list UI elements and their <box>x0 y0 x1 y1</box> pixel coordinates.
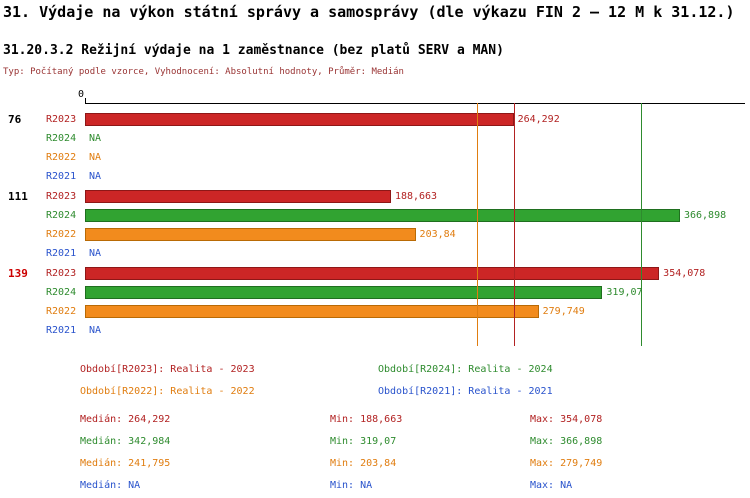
year-label: R2022 <box>46 152 77 163</box>
median-line-r2022 <box>477 103 479 346</box>
median-line-r2023 <box>513 103 515 346</box>
year-label: R2024 <box>46 133 77 144</box>
stat-median-r2021: Medián: NA <box>80 480 141 491</box>
bar <box>85 267 660 280</box>
bar <box>85 113 514 126</box>
stats-panel: Medián: 264,292 Min: 188,663 Max: 354,078 M… <box>0 414 750 494</box>
axis-origin-tick <box>85 98 86 103</box>
year-label: R2022 <box>46 306 77 317</box>
stat-median-r2022: Medián: 241,795 <box>80 458 171 469</box>
stat-max-r2021: Max: NA <box>530 480 573 491</box>
bar <box>85 209 680 222</box>
bar <box>85 228 416 241</box>
page-title: 31. Výdaje na výkon státní správy a samo… <box>3 3 735 21</box>
bar-value-na: NA <box>89 152 102 163</box>
bar-value-label: 319,07 <box>606 287 643 298</box>
stat-max-r2022: Max: 279,749 <box>530 458 603 469</box>
bar <box>85 286 603 299</box>
chart-title: 31.20.3.2 Režijní výdaje na 1 zaměstnanc… <box>3 43 504 58</box>
legend: Období[R2023]: Realita - 2023 Období[R202… <box>0 364 750 408</box>
stat-min-r2024: Min: 319,07 <box>330 436 397 447</box>
year-label: R2021 <box>46 248 77 259</box>
stat-max-r2024: Max: 366,898 <box>530 436 603 447</box>
legend-item-r2022: Období[R2022]: Realita - 2022 <box>80 386 255 397</box>
bar-value-na: NA <box>89 171 102 182</box>
group-label: 139 <box>8 267 28 280</box>
year-label: R2021 <box>46 325 77 336</box>
year-label: R2022 <box>46 229 77 240</box>
median-line-r2024 <box>641 103 643 346</box>
year-label: R2024 <box>46 287 77 298</box>
stat-min-r2023: Min: 188,663 <box>330 414 403 425</box>
year-label: R2023 <box>46 191 77 202</box>
legend-item-r2023: Období[R2023]: Realita - 2023 <box>80 364 255 375</box>
chart-meta: Typ: Počítaný podle vzorce, Vyhodnocení:… <box>3 67 404 77</box>
bar-value-label: 366,898 <box>683 210 727 221</box>
year-label: R2023 <box>46 268 77 279</box>
group-label: 76 <box>8 113 22 126</box>
year-label: R2024 <box>46 210 77 221</box>
bar-value-na: NA <box>89 325 102 336</box>
year-label: R2023 <box>46 114 77 125</box>
bar <box>85 305 539 318</box>
bar-value-na: NA <box>89 133 102 144</box>
axis-origin-label: 0 <box>78 89 85 100</box>
year-label: R2021 <box>46 171 77 182</box>
stat-min-r2022: Min: 203,84 <box>330 458 397 469</box>
axis-line <box>85 103 745 104</box>
legend-item-r2024: Období[R2024]: Realita - 2024 <box>378 364 553 375</box>
bar-value-label: 264,292 <box>517 114 560 125</box>
stat-median-r2023: Medián: 264,292 <box>80 414 171 425</box>
bar-value-label: 203,84 <box>419 229 456 240</box>
bar-value-na: NA <box>89 248 102 259</box>
bar-value-label: 354,078 <box>663 268 706 279</box>
stat-max-r2023: Max: 354,078 <box>530 414 603 425</box>
group-label: 111 <box>8 190 28 203</box>
plot-area: 76 R2023 264,292 R2024 NA R2022 NA R2021 NA 111 R2… <box>0 103 750 346</box>
bar-value-label: 188,663 <box>394 191 438 202</box>
stat-median-r2024: Medián: 342,984 <box>80 436 171 447</box>
stat-min-r2021: Min: NA <box>330 480 373 491</box>
bar-value-label: 279,749 <box>542 306 585 317</box>
bar <box>85 190 391 203</box>
legend-item-r2021: Období[R2021]: Realita - 2021 <box>378 386 553 397</box>
